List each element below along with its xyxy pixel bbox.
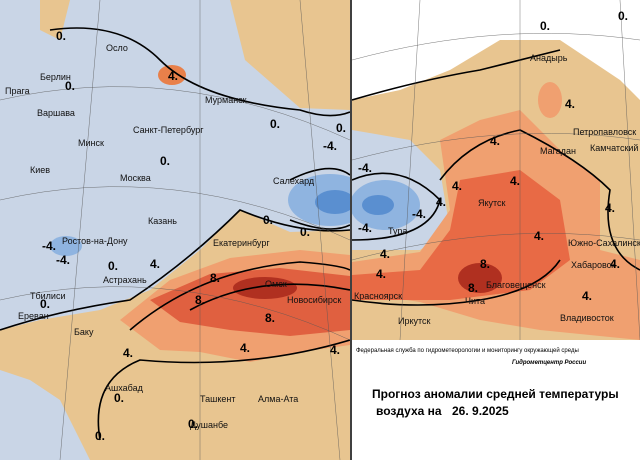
contour-label: 0. — [65, 79, 75, 93]
city-label: Новосибирск — [287, 295, 341, 305]
contour-labels: 0. 0. 4. 0. 0. 0. 0. -4. 0. -4. -4. 4. 0… — [40, 9, 628, 443]
city-label: Петропавловск — [573, 127, 636, 137]
contour-label: 0. — [270, 117, 280, 131]
contour-label: -4. — [56, 253, 70, 267]
contour-label: 0. — [40, 297, 50, 311]
city-label: Минск — [78, 138, 104, 148]
agency-credit: Федеральная служба по гидрометеорологии … — [356, 347, 579, 354]
contour-label: 0. — [336, 121, 346, 135]
city-label: Анадырь — [530, 53, 568, 63]
contour-label: 4. — [376, 267, 386, 281]
city-label: Якутск — [478, 198, 506, 208]
forecast-date: 26. 9.2025 — [452, 404, 509, 418]
city-label: Магадан — [540, 146, 576, 156]
city-label: Чита — [465, 296, 485, 306]
contour-label: 0. — [108, 259, 118, 273]
contour-label: 4. — [610, 257, 620, 271]
city-label: Камчатский — [590, 143, 638, 153]
city-label: Варшава — [37, 108, 75, 118]
city-label: Владивосток — [560, 313, 614, 323]
contour-label: 0. — [263, 213, 273, 227]
city-label: Астрахань — [103, 275, 147, 285]
caption: Федеральная служба по гидрометеорологии … — [356, 347, 619, 418]
contour-label: 0. — [160, 154, 170, 168]
city-label: Ереван — [18, 311, 49, 321]
contour-label: 4. — [123, 346, 133, 360]
city-label: Казань — [148, 216, 177, 226]
contour-label: -4. — [42, 239, 56, 253]
city-label: Алма-Ата — [258, 394, 298, 404]
contour-label: -4. — [412, 207, 426, 221]
city-label: Благовещенск — [486, 280, 546, 290]
city-label: Екатеринбург — [213, 238, 270, 248]
city-label: Тбилиси — [30, 291, 66, 301]
title: воздуха на — [376, 404, 442, 418]
city-label: Санкт-Петербург — [133, 125, 204, 135]
city-label: Тура — [388, 226, 407, 236]
contour-label: -4. — [358, 221, 372, 235]
city-label: Москва — [120, 173, 151, 183]
city-label: Салехард — [273, 176, 315, 186]
contour-label: 8. — [265, 311, 275, 325]
contour-label: 8. — [480, 257, 490, 271]
contour-label: 4. — [565, 97, 575, 111]
contour-label: 4. — [330, 343, 340, 357]
contour-label: 4. — [436, 195, 446, 209]
city-label: Берлин — [40, 72, 71, 82]
city-label: Осло — [106, 43, 128, 53]
right-panel — [352, 0, 640, 460]
city-label: Южно-Сахалинск — [568, 238, 640, 248]
contour-label: 4. — [534, 229, 544, 243]
contour-label: 8. — [195, 293, 205, 307]
city-label: Киев — [30, 165, 50, 175]
contour-label: 4. — [150, 257, 160, 271]
city-labels: Осло Берлин Прага Варшава Мурманск Санкт… — [5, 43, 640, 430]
city-label: Баку — [74, 327, 94, 337]
city-label: Омск — [265, 279, 287, 289]
city-label: Ташкент — [200, 394, 235, 404]
city-label: Мурманск — [205, 95, 247, 105]
title: Прогноз аномалии средней температуры — [372, 387, 619, 401]
contour-label: 4. — [605, 201, 615, 215]
contour-label: 0. — [618, 9, 628, 23]
contour-label: 0. — [540, 19, 550, 33]
city-label: Иркутск — [398, 316, 431, 326]
contour-label: 4. — [240, 341, 250, 355]
contour-label: -4. — [323, 139, 337, 153]
city-label: Ростов-на-Дону — [62, 236, 128, 246]
left-panel — [0, 0, 350, 460]
city-label: Хабаровск — [571, 260, 615, 270]
city-label: Душанбе — [190, 420, 228, 430]
contour-label: 4. — [452, 179, 462, 193]
contour-label: 4. — [490, 134, 500, 148]
contour-label: 4. — [168, 69, 178, 83]
contour-label: 8. — [468, 281, 478, 295]
city-label: Ашхабад — [105, 383, 144, 393]
city-label: Прага — [5, 86, 30, 96]
contour-label: 8. — [210, 271, 220, 285]
contour-label: 0. — [300, 225, 310, 239]
contour-label: 0. — [95, 429, 105, 443]
contour-label: 4. — [380, 247, 390, 261]
contour-label: 4. — [582, 289, 592, 303]
center-credit: Гидрометцентр России — [512, 360, 586, 366]
contour-label: 0. — [56, 29, 66, 43]
city-label: Красноярск — [354, 291, 402, 301]
contour-label: -4. — [358, 161, 372, 175]
contour-label: 4. — [510, 174, 520, 188]
contour-label: 0. — [188, 417, 198, 431]
contour-label: 0. — [114, 391, 124, 405]
